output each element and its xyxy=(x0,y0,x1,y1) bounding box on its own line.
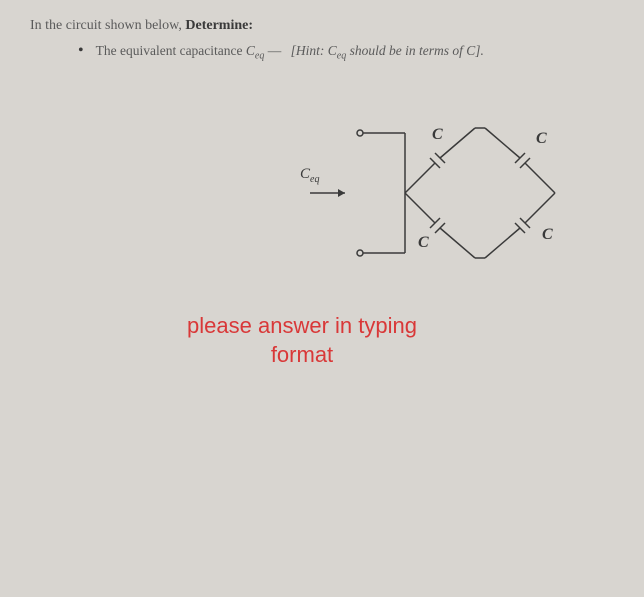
bullet-subscript: eq xyxy=(255,51,264,62)
cap-label-bottom-right: C xyxy=(542,226,553,244)
cap-label-top-left: C xyxy=(432,126,443,144)
question-heading: In the circuit shown below, Determine: xyxy=(30,18,620,34)
hint-rest: should be in terms of C]. xyxy=(346,43,484,58)
heading-prefix: In the circuit shown below, xyxy=(30,18,185,33)
bullet-prefix: The equivalent capacitance xyxy=(96,43,246,58)
bullet-dash: — xyxy=(264,43,284,58)
hint-open: [Hint: xyxy=(291,43,328,58)
hint-symbol: C xyxy=(328,43,337,58)
circuit-diagram: Ceq C C C C xyxy=(290,108,610,278)
cap-label-bottom-left: C xyxy=(418,234,429,252)
ceq-c: C xyxy=(300,166,310,182)
ceq-sub: eq xyxy=(310,174,319,185)
ceq-label: Ceq xyxy=(300,166,319,185)
instruction-text: please answer in typing format xyxy=(122,312,482,369)
page-root: In the circuit shown below, Determine: •… xyxy=(0,0,644,597)
hint-text: [Hint: Ceq should be in terms of C]. xyxy=(291,43,484,58)
heading-bold: Determine: xyxy=(185,18,253,33)
circuit-svg xyxy=(290,108,610,278)
instruction-line1: please answer in typing xyxy=(122,312,482,341)
cap-label-top-right: C xyxy=(536,130,547,148)
hint-sub: eq xyxy=(337,51,346,62)
bullet-symbol: C xyxy=(246,43,255,58)
instruction-line2: format xyxy=(122,341,482,370)
bullet-text: The equivalent capacitance Ceq — [Hint: … xyxy=(96,43,484,62)
bullet-item: • The equivalent capacitance Ceq — [Hint… xyxy=(78,42,620,62)
bullet-dot: • xyxy=(78,42,84,60)
